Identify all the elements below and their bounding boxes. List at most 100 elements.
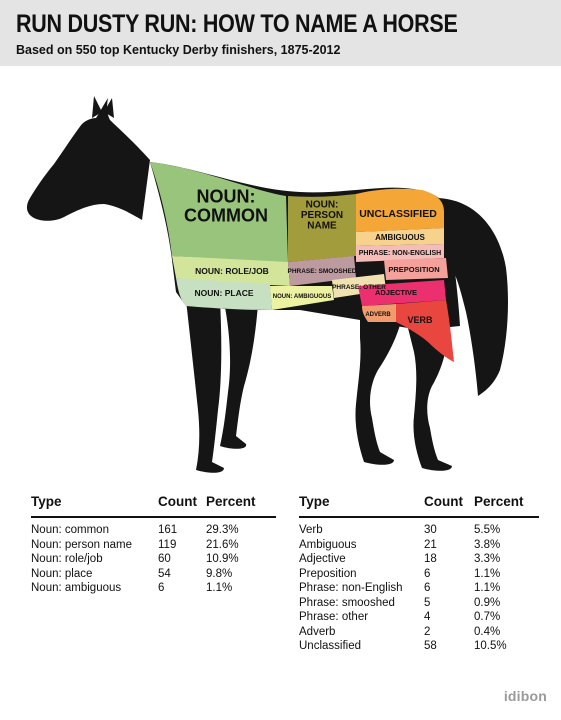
cell-count: 54 (158, 567, 171, 580)
region-label-line: NOUN: ROLE/JOB (195, 266, 269, 276)
region-preposition (384, 258, 448, 280)
label-noun-common: NOUN: COMMON (184, 187, 268, 226)
label-adverb: ADVERB (365, 312, 391, 318)
region-ambiguous (356, 228, 444, 246)
region-verb (396, 300, 454, 362)
region-label-line: PERSON (301, 210, 343, 221)
brand-logo: idibon (503, 688, 547, 704)
column-header-type: Type (31, 494, 62, 509)
header-rule (31, 516, 276, 518)
region-noun-place (176, 278, 272, 310)
region-noun-ambiguous (270, 286, 334, 310)
column-header-count: Count (158, 494, 197, 509)
horse-tail (438, 198, 508, 396)
region-unclassified (356, 188, 444, 232)
cell-percent: 21.6% (206, 538, 239, 551)
cell-type: Verb (299, 524, 323, 536)
cell-count: 2 (424, 625, 431, 638)
cell-percent: 5.5% (474, 524, 501, 536)
region-label-line: NOUN: (197, 187, 256, 207)
cell-percent: 9.8% (206, 567, 233, 580)
cell-percent: 3.8% (474, 538, 501, 551)
cell-count: 60 (158, 553, 171, 565)
header-banner: RUN DUSTY RUN: HOW TO NAME A HORSE Based… (0, 0, 561, 66)
cell-count: 18 (424, 553, 437, 565)
cell-type: Noun: common (31, 524, 109, 536)
horse-ear (104, 98, 114, 118)
label-adjective: ADJECTIVE (375, 288, 417, 297)
region-label-line: ADJECTIVE (375, 288, 417, 297)
region-phrase-non-english (356, 244, 444, 262)
region-label-line: AMBIGUOUS (375, 233, 425, 242)
cell-percent: 3.3% (474, 553, 501, 565)
horse-ear (92, 96, 102, 118)
region-label-line: NOUN: AMBIGUOUS (273, 294, 331, 300)
horse-leg-hind (355, 308, 404, 465)
label-phrase-non-english: PHRASE: NON-ENGLISH (359, 250, 441, 257)
region-noun-person-name (288, 194, 356, 262)
label-phrase-smooshed: PHRASE: SMOOSHED (288, 268, 357, 275)
cell-count: 30 (424, 524, 437, 536)
label-ambiguous: AMBIGUOUS (375, 233, 425, 242)
label-noun-person-name: NOUN: PERSON NAME (301, 200, 343, 232)
region-noun-common (150, 162, 288, 262)
cell-count: 119 (158, 538, 177, 551)
region-adverb (362, 304, 396, 322)
cell-percent: 0.7% (474, 611, 501, 623)
header-rule (299, 516, 539, 518)
region-phrase-smooshed (288, 256, 356, 286)
cell-percent: 10.5% (474, 640, 507, 652)
cell-type: Adverb (299, 625, 336, 638)
cell-percent: 0.9% (474, 596, 501, 609)
cell-count: 21 (424, 538, 437, 551)
region-label-line: NOUN: PLACE (194, 288, 253, 298)
horse-chart: NOUN: COMMON NOUN: PERSON NAME NOUN: ROLE/J… (26, 96, 508, 473)
region-label-line: NOUN: (306, 200, 339, 211)
region-label-line: UNCLASSIFIED (359, 208, 437, 220)
cell-count: 5 (424, 596, 431, 609)
region-label-line: COMMON (184, 205, 268, 225)
region-label-line: PHRASE: NON-ENGLISH (359, 250, 441, 257)
cell-count: 6 (158, 582, 165, 594)
column-header-percent: Percent (206, 494, 256, 509)
label-noun-place: NOUN: PLACE (194, 288, 253, 298)
label-phrase-other: PHRASE: OTHER (332, 284, 386, 291)
page-subtitle: Based on 550 top Kentucky Derby finisher… (16, 43, 341, 57)
name-type-regions (150, 162, 454, 362)
cell-type: Noun: ambiguous (31, 582, 122, 594)
horse-leg-front (186, 300, 224, 473)
cell-type: Phrase: other (299, 611, 369, 623)
region-noun-role-job (172, 256, 290, 286)
cell-count: 161 (158, 524, 178, 536)
cell-percent: 1.1% (474, 567, 501, 580)
cell-type: Adjective (299, 553, 346, 565)
region-label-line: NAME (307, 221, 337, 232)
cell-type: Phrase: smooshed (299, 596, 395, 609)
region-label-line: PREPOSITION (388, 265, 439, 274)
cell-percent: 0.4% (474, 625, 501, 638)
cell-percent: 1.1% (474, 582, 501, 594)
cell-percent: 29.3% (206, 524, 239, 536)
column-header-count: Count (424, 494, 463, 509)
cell-count: 58 (424, 640, 437, 652)
page-title: RUN DUSTY RUN: HOW TO NAME A HORSE (16, 10, 458, 38)
column-header-percent: Percent (474, 494, 524, 509)
label-noun-role-job: NOUN: ROLE/JOB (195, 266, 269, 276)
region-label-line: VERB (407, 315, 433, 325)
label-verb: VERB (407, 315, 433, 325)
region-label-line: PHRASE: OTHER (332, 284, 386, 291)
cell-type: Noun: place (31, 567, 93, 580)
region-label-line: ADVERB (365, 312, 391, 318)
region-labels: NOUN: COMMON NOUN: PERSON NAME NOUN: ROLE/J… (184, 187, 441, 325)
cell-type: Ambiguous (299, 538, 357, 551)
region-label-line: PHRASE: SMOOSHED (288, 268, 357, 275)
cell-count: 4 (424, 611, 431, 623)
cell-type: Noun: person name (31, 538, 133, 551)
label-noun-ambiguous: NOUN: AMBIGUOUS (273, 294, 331, 300)
label-unclassified: UNCLASSIFIED (359, 208, 437, 220)
label-preposition: PREPOSITION (388, 265, 439, 274)
horse-leg-front (220, 302, 258, 449)
cell-type: Unclassified (299, 640, 361, 652)
cell-percent: 1.1% (206, 582, 233, 594)
cell-type: Noun: role/job (31, 553, 103, 565)
